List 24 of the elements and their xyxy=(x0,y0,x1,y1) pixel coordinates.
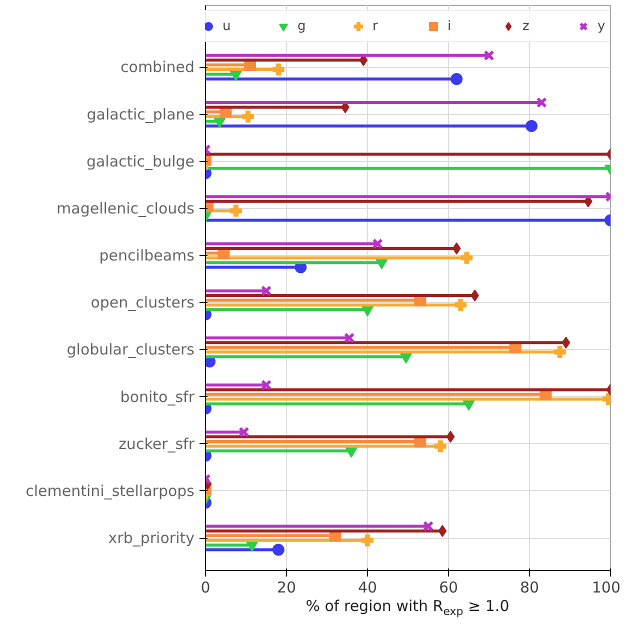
y-tick-label: globular_clusters xyxy=(66,340,195,359)
y-tick-label: magellenic_clouds xyxy=(56,199,195,218)
y-tick-label: galactic_bulge xyxy=(86,152,194,170)
y-tick-label: xrb_priority xyxy=(108,529,195,548)
x-tick-label: 80 xyxy=(520,578,540,596)
y-tick-label: clementini_stellarpops xyxy=(26,482,195,500)
x-tick-label: 0 xyxy=(200,578,210,596)
x-tick-label: 20 xyxy=(276,578,296,596)
y-tick-label: bonito_sfr xyxy=(120,388,196,406)
x-axis-title: % of region with R$_{exp}$ ≥ 1.0 xyxy=(306,596,510,620)
legend-label: g xyxy=(298,18,307,34)
legend-label: z xyxy=(522,18,530,34)
legend-label: i xyxy=(448,18,452,34)
y-tick-label: open_clusters xyxy=(90,294,195,312)
y-tick-label: pencilbeams xyxy=(99,246,195,265)
legend-label: y xyxy=(598,18,606,34)
x-tick-label: 40 xyxy=(358,578,378,596)
y-tick-label: combined xyxy=(120,58,194,76)
y-tick-label: zucker_sfr xyxy=(118,434,196,453)
x-tick-label: 60 xyxy=(438,578,458,596)
legend-label: u xyxy=(222,18,232,34)
y-tick-label: galactic_plane xyxy=(86,105,194,124)
legend-label: r xyxy=(372,18,379,34)
x-tick-label: 100 xyxy=(592,578,621,596)
